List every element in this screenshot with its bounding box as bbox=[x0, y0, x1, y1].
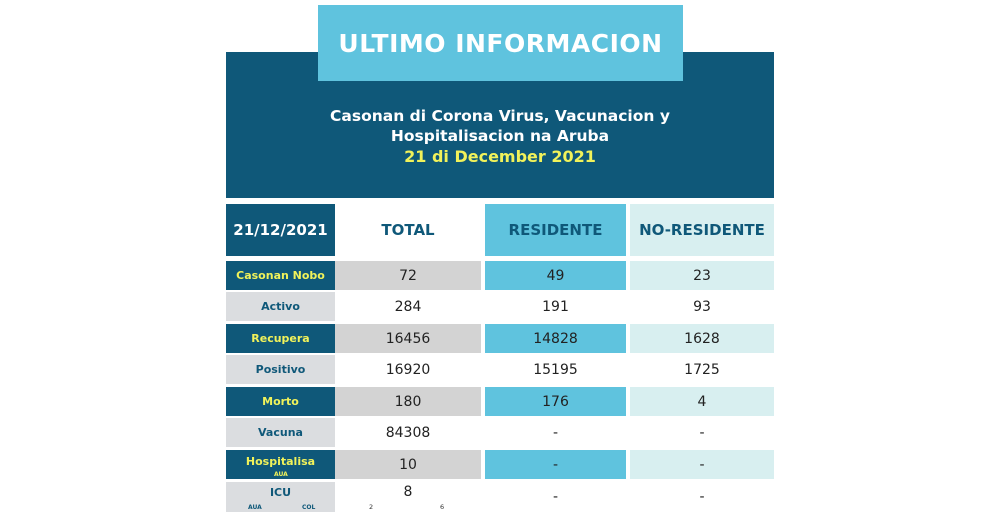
no-residente-value: 93 bbox=[693, 298, 711, 315]
total-value: 284 bbox=[394, 298, 422, 315]
residente-value: - bbox=[552, 424, 559, 441]
table-row: Recupera 16456 14828 1628 bbox=[226, 324, 774, 353]
residente-value: 14828 bbox=[485, 324, 626, 353]
no-residente-value: - bbox=[699, 489, 705, 505]
no-residente-value: 4 bbox=[630, 387, 774, 416]
row-label: Morto bbox=[226, 387, 335, 416]
residente-value: - bbox=[485, 450, 626, 479]
residente-value: 15195 bbox=[533, 361, 578, 378]
no-residente-value: 1628 bbox=[630, 324, 774, 353]
title-banner: ULTIMO INFORMACION bbox=[318, 5, 683, 81]
table-row: Positivo 16920 15195 1725 bbox=[226, 355, 774, 384]
total-value: 180 bbox=[335, 387, 481, 416]
row-label: Positivo bbox=[226, 355, 335, 384]
row-label: Activo bbox=[226, 292, 335, 321]
residente-value: 49 bbox=[485, 261, 626, 290]
residente-value: - bbox=[552, 489, 559, 505]
row-label: Hospitalisa bbox=[226, 450, 335, 479]
banner-title: ULTIMO INFORMACION bbox=[338, 28, 663, 58]
column-header-residente: RESIDENTE bbox=[485, 204, 626, 256]
table-row: Hospitalisa AUA 10 - - bbox=[226, 450, 774, 479]
total-value: 84308 bbox=[385, 424, 431, 441]
row-sublabel: AUA bbox=[274, 471, 288, 478]
header-subtitle-line1: Casonan di Corona Virus, Vacunacion y bbox=[330, 107, 670, 125]
row-sublabel-left: AUA bbox=[248, 504, 262, 511]
total-value: 10 bbox=[335, 450, 481, 479]
total-value: 8 bbox=[403, 484, 413, 500]
row-label: Vacuna bbox=[226, 418, 335, 447]
no-residente-value: 23 bbox=[630, 261, 774, 290]
table-row: Casonan Nobo 72 49 23 bbox=[226, 261, 774, 290]
row-label: Recupera bbox=[226, 324, 335, 353]
column-header-no-residente: NO-RESIDENTE bbox=[630, 204, 774, 256]
table-header-row: 21/12/2021 TOTAL RESIDENTE NO-RESIDENTE bbox=[226, 204, 774, 256]
header-date: 21 di December 2021 bbox=[404, 147, 596, 166]
row-label: ICU bbox=[226, 482, 335, 512]
column-header-date: 21/12/2021 bbox=[226, 204, 335, 256]
total-left-value: 2 bbox=[369, 503, 374, 511]
total-value: 16920 bbox=[385, 361, 431, 378]
no-residente-value: - bbox=[630, 450, 774, 479]
no-residente-value: 1725 bbox=[684, 361, 720, 378]
header-subtitle-line2: Hospitalisacion na Aruba bbox=[390, 127, 610, 145]
row-sublabel-right: COL bbox=[302, 504, 316, 511]
table-row: ICU AUA COL 8 2 6 - - bbox=[226, 482, 774, 512]
row-label: Casonan Nobo bbox=[226, 261, 335, 290]
table-row: Activo 284 191 93 bbox=[226, 292, 774, 321]
table-row: Vacuna 84308 - - bbox=[226, 418, 774, 447]
total-value: 72 bbox=[335, 261, 481, 290]
table-row: Morto 180 176 4 bbox=[226, 387, 774, 416]
total-value: 16456 bbox=[335, 324, 481, 353]
column-header-total: TOTAL bbox=[381, 221, 435, 239]
no-residente-value: - bbox=[699, 424, 705, 441]
residente-value: 191 bbox=[542, 298, 569, 315]
total-right-value: 6 bbox=[440, 503, 445, 511]
residente-value: 176 bbox=[485, 387, 626, 416]
